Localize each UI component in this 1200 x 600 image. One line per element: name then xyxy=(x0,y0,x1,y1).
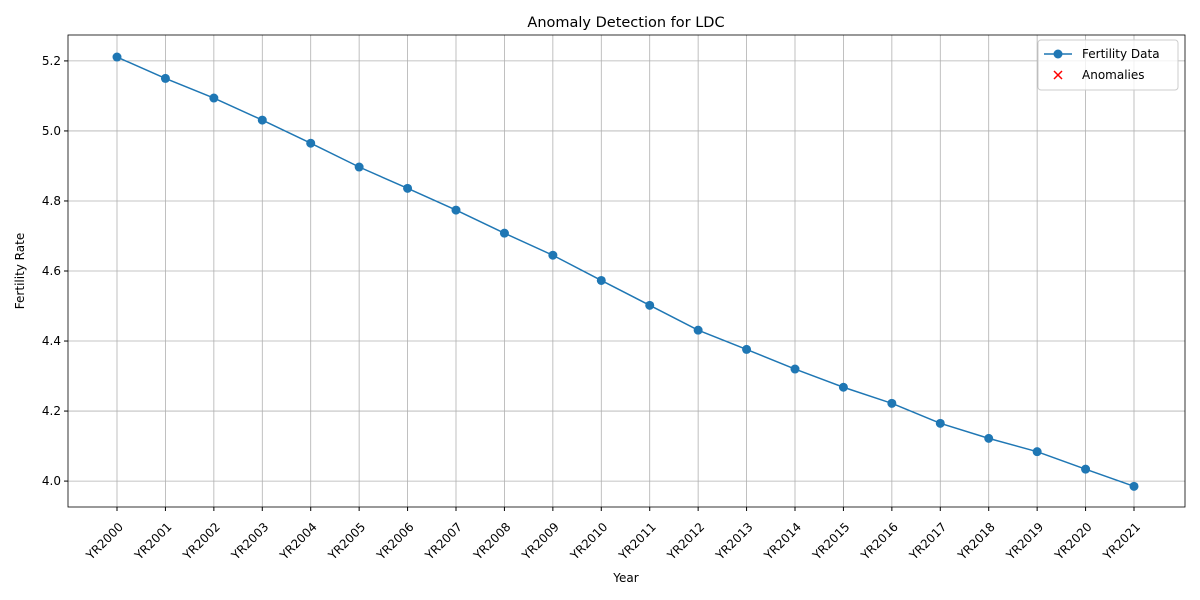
x-tick-label: YR2002 xyxy=(180,520,223,563)
data-point xyxy=(1081,464,1091,474)
x-tick-label: YR2000 xyxy=(83,520,126,563)
x-tick-label: YR2003 xyxy=(228,520,271,563)
y-tick-label: 4.4 xyxy=(42,334,61,348)
data-point xyxy=(354,162,364,172)
x-tick-label: YR2012 xyxy=(664,520,707,563)
data-point xyxy=(160,73,170,83)
y-tick-label: 4.2 xyxy=(42,404,61,418)
x-tick-label: YR2020 xyxy=(1051,520,1094,563)
data-point xyxy=(838,382,848,392)
data-point xyxy=(935,418,945,428)
y-axis-label: Fertility Rate xyxy=(13,233,27,309)
x-tick-label: YR2005 xyxy=(325,520,368,563)
legend-label: Anomalies xyxy=(1082,68,1145,82)
x-tick-label: YR2014 xyxy=(761,520,804,563)
legend-marker xyxy=(1053,70,1063,80)
x-tick-label: YR2021 xyxy=(1100,520,1143,563)
data-point xyxy=(790,364,800,374)
x-axis-label: Year xyxy=(612,571,638,585)
x-tick-label: YR2011 xyxy=(616,520,659,563)
data-point xyxy=(257,115,267,125)
x-tick-label: YR2008 xyxy=(470,520,513,563)
data-point xyxy=(693,325,703,335)
x-tick-label: YR2017 xyxy=(906,520,949,563)
data-point xyxy=(596,275,606,285)
x-tick-label: YR2007 xyxy=(422,520,465,563)
y-tick-label: 4.6 xyxy=(42,264,61,278)
x-tick-label: YR2015 xyxy=(809,520,852,563)
data-point xyxy=(112,52,122,62)
x-tick-label: YR2009 xyxy=(519,520,562,563)
data-point xyxy=(742,344,752,354)
legend-marker xyxy=(1053,49,1063,59)
data-point xyxy=(1129,481,1139,491)
x-tick-label: YR2010 xyxy=(567,520,610,563)
x-tick-label: YR2001 xyxy=(131,520,174,563)
data-point xyxy=(984,433,994,443)
data-point xyxy=(499,228,509,238)
data-point xyxy=(1032,447,1042,457)
chart-title: Anomaly Detection for LDC xyxy=(527,15,724,31)
data-point xyxy=(451,205,461,215)
x-tick-label: YR2006 xyxy=(373,520,416,563)
legend-box xyxy=(1037,39,1179,91)
data-point xyxy=(209,93,219,103)
series-line xyxy=(116,56,1135,488)
legend-label: Fertility Data xyxy=(1082,47,1160,61)
y-tick-label: 4.8 xyxy=(42,194,61,208)
y-tick-label: 5.2 xyxy=(42,54,61,68)
x-tick-label: YR2019 xyxy=(1003,520,1046,563)
x-tick-label: YR2013 xyxy=(712,520,755,563)
y-tick-label: 5.0 xyxy=(42,124,61,138)
data-point xyxy=(645,300,655,310)
x-tick-label: YR2016 xyxy=(858,520,901,563)
data-point xyxy=(887,398,897,408)
x-tick-label: YR2004 xyxy=(277,520,320,563)
y-tick-label: 4.0 xyxy=(42,474,61,488)
data-point xyxy=(403,183,413,193)
data-point xyxy=(548,250,558,260)
plot-frame xyxy=(67,34,1186,508)
x-tick-label: YR2018 xyxy=(955,520,998,563)
data-point xyxy=(306,138,316,148)
